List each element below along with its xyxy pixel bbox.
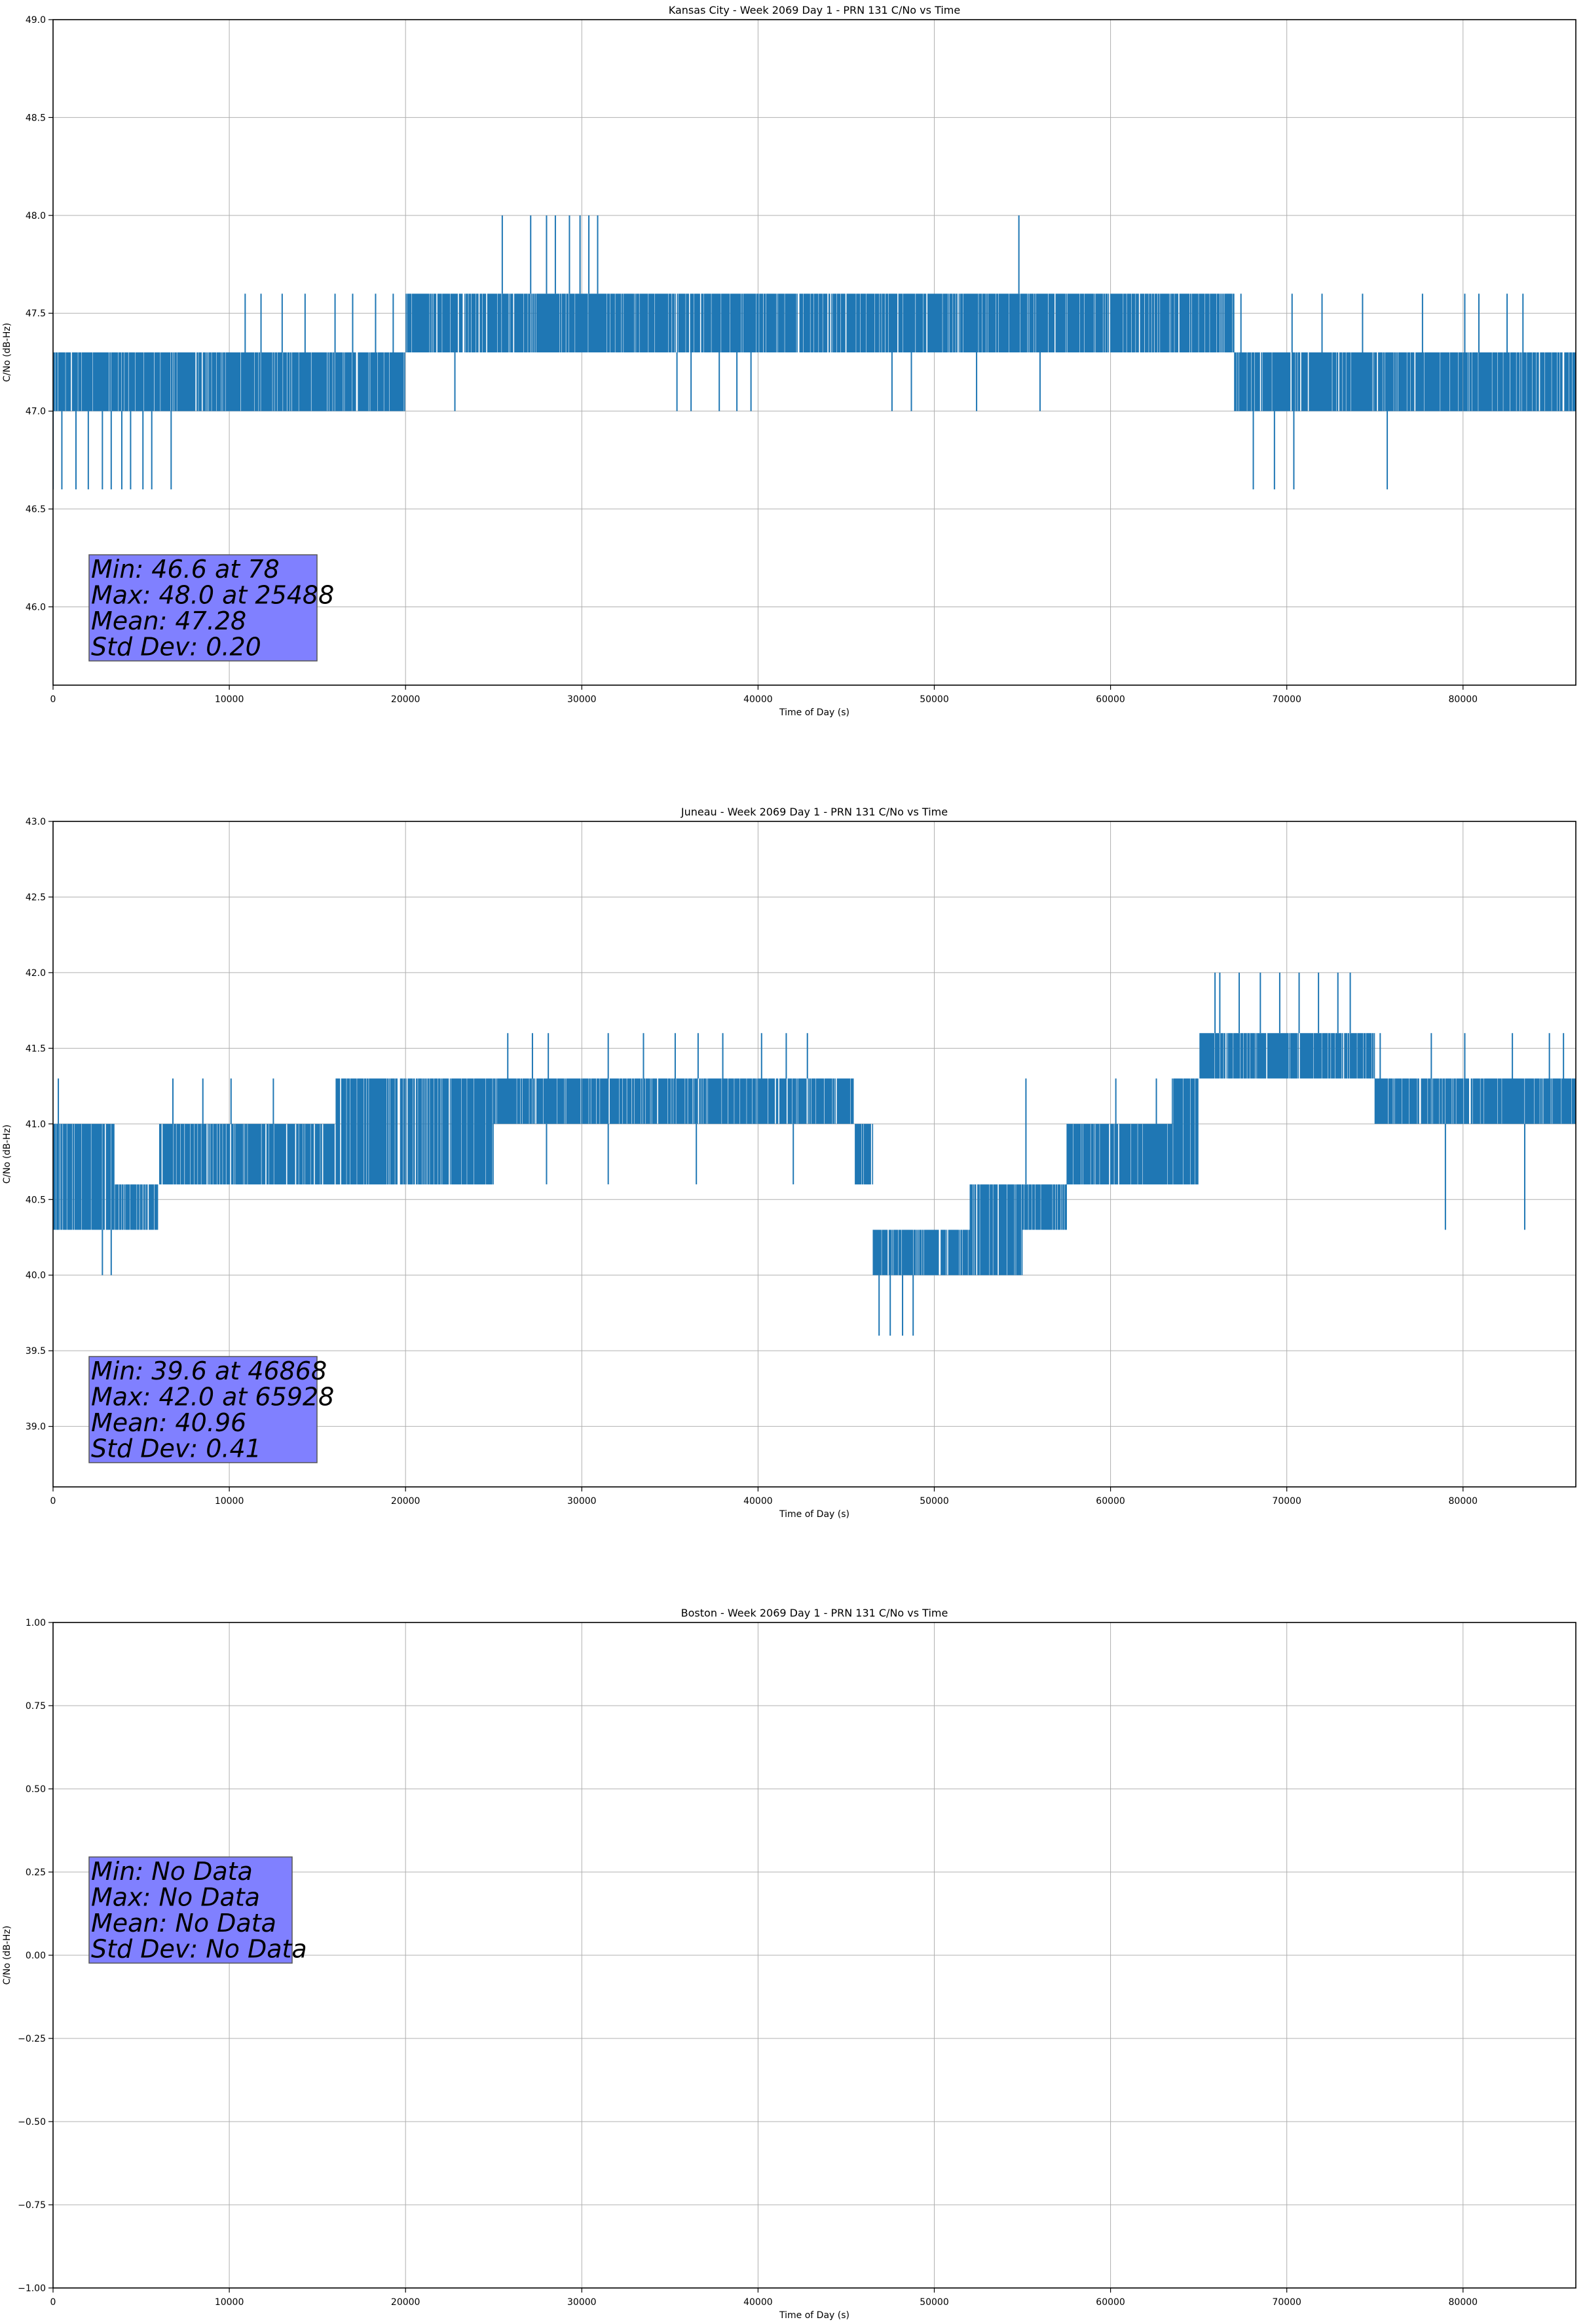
stats-box-background (88, 1356, 318, 1463)
y-axis-label: C/No (dB-Hz) (2, 1125, 12, 1184)
chart-title: Juneau - Week 2069 Day 1 - PRN 131 C/No … (681, 806, 948, 818)
x-tick-label: 60000 (1096, 694, 1125, 705)
x-tick-label: 0 (50, 1496, 56, 1507)
y-tick-label: −0.75 (18, 2200, 46, 2211)
x-tick-label: 40000 (743, 2297, 773, 2308)
chart-panel-1: 0 10000 20000 30000 40000 50000 60000 70000 8000… (2, 4, 1576, 718)
y-tick-label: 1.00 (26, 1618, 46, 1628)
axes-frame (52, 821, 1576, 1488)
y-tick-label: 0.00 (26, 1951, 46, 1961)
stats-std: Std Dev: No Data (91, 1935, 307, 1964)
x-tick-label: 50000 (920, 694, 949, 705)
x-tick-label: 50000 (920, 2297, 949, 2308)
chart-panel-3: 0 10000 20000 30000 40000 50000 60000 70000 8000… (2, 1607, 1576, 2321)
chart-title: Kansas City - Week 2069 Day 1 - PRN 131 … (669, 4, 960, 16)
y-tick-label: −0.50 (18, 2117, 46, 2127)
x-tick-label: 20000 (391, 1496, 420, 1507)
y-axis-label: C/No (dB-Hz) (2, 1926, 12, 1985)
x-tick-label: 40000 (743, 694, 773, 705)
x-tick-label: 70000 (1272, 694, 1301, 705)
stats-min: Min: No Data (91, 1857, 253, 1886)
stats-box-background (88, 1856, 293, 1964)
stats-mean: Mean: No Data (91, 1909, 276, 1938)
x-tick-label: 10000 (215, 1496, 244, 1507)
y-tick-label: 0.50 (26, 1784, 46, 1795)
y-tick-label: 47.0 (26, 407, 46, 417)
series-band-1 (53, 1033, 1576, 1275)
y-tick-label: 49.0 (26, 15, 46, 26)
x-tick-label: 80000 (1449, 1496, 1478, 1507)
stats-box-background (88, 554, 318, 662)
y-tick-label: −1.00 (18, 2283, 46, 2294)
stats-min: Min: 39.6 at 46868 (91, 1357, 327, 1385)
x-tick-label: 30000 (567, 694, 597, 705)
y-tick-label: 42.5 (26, 892, 46, 903)
x-axis-label: Time of Day (s) (779, 2310, 849, 2321)
stats-mean: Mean: 40.96 (91, 1408, 246, 1437)
x-tick-label: 60000 (1096, 1496, 1125, 1507)
stats-std: Std Dev: 0.20 (91, 633, 261, 662)
x-axis-label: Time of Day (s) (779, 1509, 849, 1520)
x-tick-label: 10000 (215, 2297, 244, 2308)
x-tick-label: 0 (50, 2297, 56, 2308)
y-axis-label: C/No (dB-Hz) (2, 323, 12, 382)
y-tick-label: 40.0 (26, 1271, 46, 1281)
x-tick-label: 30000 (567, 1496, 597, 1507)
x-tick-label: 80000 (1449, 694, 1478, 705)
y-tick-label: 41.0 (26, 1119, 46, 1130)
y-tick-label: 0.75 (26, 1701, 46, 1712)
x-tick-label: 20000 (391, 694, 420, 705)
y-tick-label: 40.5 (26, 1195, 46, 1205)
x-tick-label: 80000 (1449, 2297, 1478, 2308)
y-tick-label: 48.0 (26, 211, 46, 221)
x-tick-label: 0 (50, 694, 56, 705)
y-tick-label: −0.25 (18, 2034, 46, 2044)
data-series (53, 972, 1576, 1336)
stats-std: Std Dev: 0.41 (91, 1434, 261, 1463)
series-band-1 (53, 293, 1576, 411)
x-tick-label: 20000 (391, 2297, 420, 2308)
y-tick-label: 43.0 (26, 817, 46, 827)
x-tick-label: 40000 (743, 1496, 773, 1507)
y-tick-label: 0.25 (26, 1867, 46, 1878)
y-tick-label: 41.5 (26, 1043, 46, 1054)
y-tick-label: 47.5 (26, 309, 46, 319)
y-tick-label: 46.0 (26, 602, 46, 612)
x-axis-label: Time of Day (s) (779, 707, 849, 718)
data-series (53, 215, 1576, 490)
y-tick-label: 39.5 (26, 1346, 46, 1357)
chart-panel-2: 0 10000 20000 30000 40000 50000 60000 70000 8000… (2, 806, 1576, 1520)
x-tick-label: 30000 (567, 2297, 597, 2308)
y-tick-label: 48.5 (26, 113, 46, 123)
y-tick-label: 46.5 (26, 504, 46, 515)
x-tick-label: 70000 (1272, 2297, 1301, 2308)
stats-min: Min: 46.6 at 78 (91, 555, 280, 584)
stats-max: Max: 42.0 at 65928 (91, 1383, 334, 1412)
stats-mean: Mean: 47.28 (91, 607, 246, 635)
y-tick-label: 42.0 (26, 968, 46, 979)
x-tick-label: 70000 (1272, 1496, 1301, 1507)
x-tick-label: 10000 (215, 694, 244, 705)
stats-max: Max: 48.0 at 25488 (91, 581, 334, 610)
axes-frame (52, 19, 1576, 686)
x-tick-label: 60000 (1096, 2297, 1125, 2308)
chart-title: Boston - Week 2069 Day 1 - PRN 131 C/No … (681, 1607, 948, 1619)
x-tick-label: 50000 (920, 1496, 949, 1507)
stats-max: Max: No Data (91, 1883, 260, 1912)
y-tick-label: 39.0 (26, 1422, 46, 1433)
